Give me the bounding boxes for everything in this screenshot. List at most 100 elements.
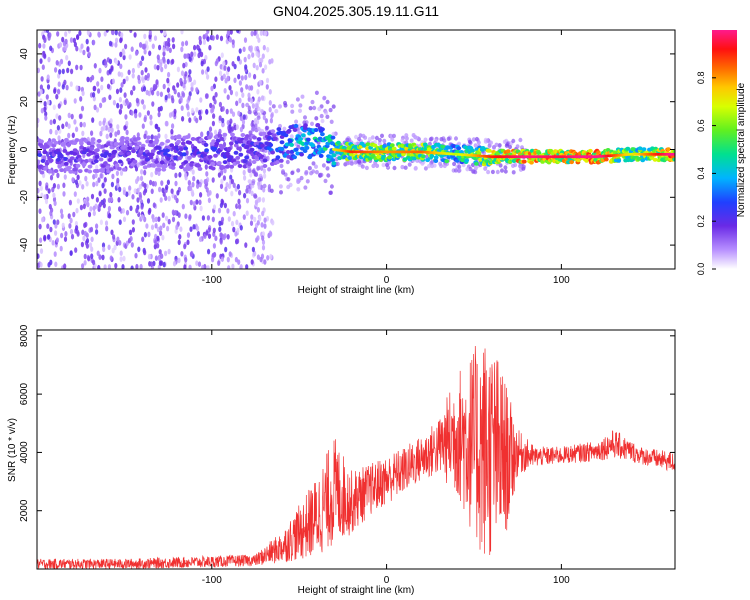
heatmap-cell [145,89,149,96]
heatmap-cell [158,44,162,51]
heatmap-cell [167,248,171,255]
heatmap-cell [90,246,94,252]
heatmap-cell [218,101,222,108]
heatmap-cell [227,66,231,72]
heatmap-cell [186,111,191,117]
heatmap-cell [249,172,253,178]
heatmap-cell [235,219,239,226]
heatmap-cell [180,30,184,35]
heatmap-cell [143,116,147,123]
heatmap-cell [292,155,297,160]
heatmap-cell [204,164,208,170]
heatmap-cell [326,173,331,178]
heatmap-cell [102,246,106,253]
heatmap-cell [192,201,196,207]
heatmap-cell [138,183,142,190]
heatmap-cell [84,159,89,163]
heatmap-cell [316,150,322,155]
heatmap-cell [86,141,92,146]
heatmap-cell [153,243,157,250]
heatmap-cell [161,212,165,218]
heatmap-cell [476,140,481,145]
heatmap-cell [244,64,248,70]
heatmap-cell [156,146,162,150]
heatmap-cell [286,128,292,133]
heatmap-cell [156,54,160,60]
heatmap-cell [89,146,95,151]
heatmap-cell [195,260,199,267]
heatmap-cell [148,155,154,160]
heatmap-cell [504,143,509,148]
heatmap-cell [67,30,71,34]
heatmap-cell [157,106,161,113]
heatmap-cell [433,155,439,160]
heatmap-cell [84,175,88,182]
heatmap-cell [244,155,250,160]
heatmap-cell [247,109,252,115]
heatmap-cell [225,108,229,115]
heatmap-cell [102,202,106,209]
heatmap-cell [269,253,273,260]
heatmap-cell [232,210,236,217]
heatmap-cell [103,264,107,269]
heatmap-cell [196,225,200,232]
heatmap-cell [39,170,45,175]
heatmap-cell [172,43,176,50]
heatmap-cell [211,252,215,259]
heatmap-cell [39,139,44,144]
heatmap-cell [315,123,321,127]
heatmap-cell [83,253,87,260]
heatmap-cell [250,259,254,265]
heatmap-cell [256,137,262,142]
heatmap-cell [205,108,209,115]
heatmap-cell [75,225,79,231]
heatmap-cell [119,87,123,93]
heatmap-cell [511,170,516,175]
heatmap-cell [184,135,190,140]
heatmap-cell [171,216,176,223]
heatmap-cell [257,184,261,190]
heatmap-cell [318,153,324,158]
heatmap-cell [98,120,102,127]
heatmap-cell [113,244,117,251]
heatmap-cell [457,164,462,169]
heatmap-cell [244,144,250,149]
heatmap-cell [230,126,235,132]
heatmap-cell [91,74,95,81]
heatmap-cell [258,215,262,222]
heatmap-cell [247,53,251,60]
heatmap-cell [190,82,194,88]
heatmap-cell [67,165,72,170]
heatmap-cell [172,85,176,91]
heatmap-cell [221,117,225,124]
heatmap-cell [92,85,96,92]
top-axes: -100 0 100 -40 -20 0 20 40 [19,30,675,286]
heatmap-cell [173,194,178,201]
heatmap-cell [233,77,237,84]
heatmap-cell [261,53,265,59]
heatmap-cell [226,30,230,36]
heatmap-cell [148,207,152,214]
heatmap-cell [243,192,247,199]
heatmap-cell [141,161,147,165]
heatmap-cell [206,130,210,137]
heatmap-cell [171,37,175,43]
y-tick-label: -20 [19,190,30,205]
heatmap-cell [60,213,64,219]
heatmap-cell [230,190,234,197]
heatmap-cell [251,52,255,58]
heatmap-cell [167,37,171,44]
heatmap-cell [64,31,68,37]
heatmap-cell [49,128,53,135]
heatmap-cell [264,118,268,124]
chart-title: GN04.2025.305.19.11.G11 [273,3,439,19]
heatmap-cell [49,174,54,181]
heatmap-cell [452,161,457,167]
heatmap-cell [424,154,429,160]
heatmap-cell [250,30,254,37]
heatmap-cell [468,166,473,172]
heatmap-cell [37,253,40,259]
heatmap-cell [179,77,183,84]
heatmap-cell [122,50,126,56]
heatmap-cell [158,186,162,193]
